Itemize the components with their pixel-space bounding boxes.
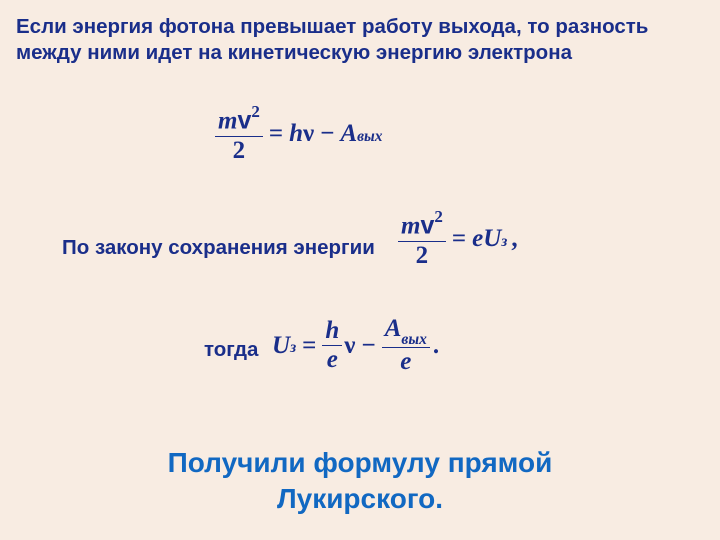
conclusion-line2: Лукирского. — [277, 483, 443, 514]
var-h: h — [289, 120, 303, 148]
minus: − — [355, 332, 381, 360]
fraction-A-e: Aвых e — [382, 316, 430, 376]
den-e: e — [324, 346, 341, 373]
var-U: U — [483, 225, 501, 253]
var-U: U — [272, 332, 290, 360]
fraction-mv2-2: mv2 2 — [215, 105, 263, 164]
var-A: A — [385, 315, 402, 342]
var-e: e — [472, 225, 483, 253]
conclusion-text: Получили формулу прямой Лукирского. — [0, 445, 720, 518]
period: . — [430, 332, 439, 360]
sub-z: з — [290, 339, 296, 357]
den-2: 2 — [413, 242, 432, 269]
conservation-text: По закону сохранения энергии — [62, 236, 375, 260]
exp-2: 2 — [434, 207, 443, 226]
equation-kinetic: mv2 2 = hν − Aвых — [215, 105, 383, 164]
intro-text: Если энергия фотона превышает работу вых… — [16, 14, 696, 65]
minus: − — [314, 120, 340, 148]
comma: , — [507, 225, 517, 253]
var-m: m — [218, 107, 237, 134]
var-v: v — [237, 106, 251, 134]
equals: = — [263, 120, 289, 148]
var-A: A — [340, 120, 357, 148]
num-h: h — [322, 318, 342, 345]
then-text: тогда — [204, 338, 258, 362]
equation-lukirsky: Uз = h e ν − Aвых e . — [272, 316, 439, 376]
fraction-mv2-2-b: mv2 2 — [398, 210, 446, 269]
sub-z: з — [501, 233, 507, 251]
conclusion-line1: Получили формулу прямой — [168, 447, 553, 478]
exp-2: 2 — [251, 102, 260, 121]
var-v: v — [420, 211, 434, 239]
var-nu: ν — [303, 120, 314, 148]
den-2: 2 — [230, 137, 249, 164]
var-m: m — [401, 212, 420, 239]
sub-vyh: вых — [357, 128, 382, 146]
den-e: e — [397, 348, 414, 375]
equals: = — [446, 225, 472, 253]
equals: = — [296, 332, 322, 360]
var-nu: ν — [342, 332, 355, 360]
equation-conservation: mv2 2 = eUз , — [398, 210, 518, 269]
sub-vyh: вых — [401, 331, 426, 348]
fraction-h-e: h e — [322, 318, 342, 374]
